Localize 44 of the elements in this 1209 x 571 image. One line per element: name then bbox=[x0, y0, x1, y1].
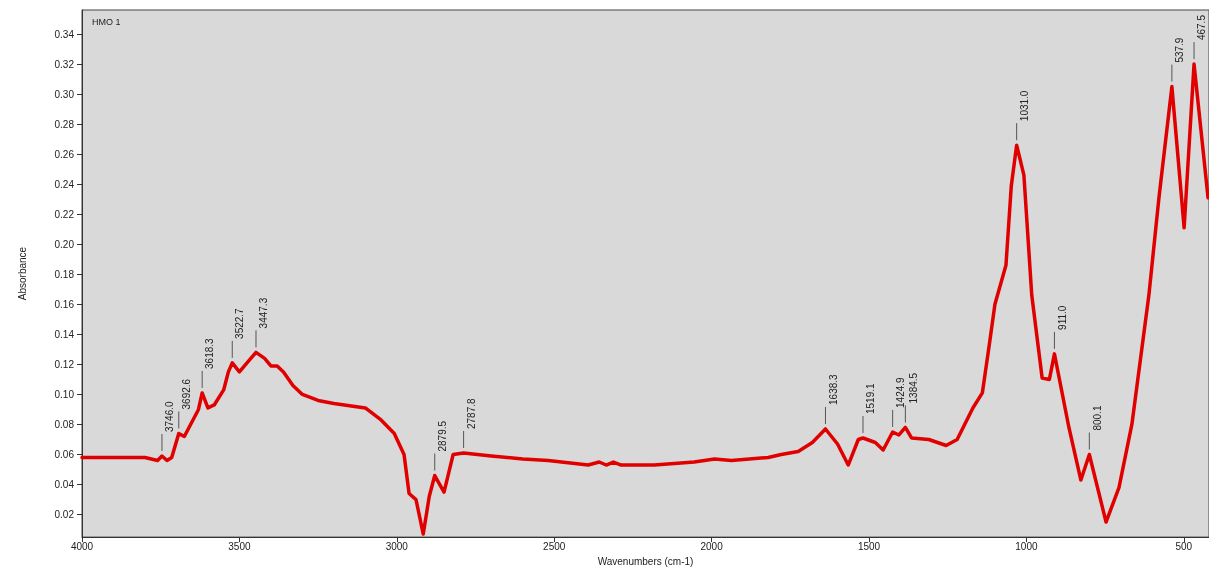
y-tick-label: 0.02 bbox=[54, 509, 75, 521]
annotation: 911.0 bbox=[1056, 305, 1068, 330]
annotation: 537.9 bbox=[1174, 37, 1186, 63]
x-tick-label: 4000 bbox=[70, 540, 94, 552]
annotation: 3746.0 bbox=[164, 400, 176, 433]
annotation: 2787.8 bbox=[465, 397, 477, 429]
text: HMO 1 bbox=[92, 16, 121, 27]
y-tick-label: 0.34 bbox=[54, 28, 75, 40]
x-tick-label: 1000 bbox=[1015, 540, 1038, 552]
y-tick-label: 0.22 bbox=[54, 208, 75, 220]
annotation: 800.1 bbox=[1091, 405, 1103, 431]
y-tick-label: 0.30 bbox=[54, 88, 75, 100]
x-tick-label: 3000 bbox=[385, 540, 409, 552]
y-tick-label: 0.12 bbox=[54, 358, 75, 370]
annotation: 1384.5 bbox=[907, 372, 919, 404]
y-tick-label: 0.26 bbox=[54, 148, 75, 160]
y-tick-label: 0.18 bbox=[54, 268, 75, 280]
y-tick-label: 0.08 bbox=[54, 418, 75, 430]
x-tick-label: 2000 bbox=[700, 540, 724, 552]
annotation: 467.5 bbox=[1196, 14, 1208, 41]
x-tick-label: 500 bbox=[1175, 540, 1193, 552]
y-tick-label: 0.28 bbox=[54, 118, 75, 130]
annotation: 2879.5 bbox=[436, 420, 448, 452]
x-tick-label: 1500 bbox=[857, 540, 881, 552]
y-tick-label: 0.14 bbox=[54, 328, 75, 340]
annotation: 3692.6 bbox=[180, 378, 192, 410]
y-tick-label: 0.16 bbox=[54, 298, 75, 310]
y-tick-label: 0.32 bbox=[54, 58, 75, 70]
annotation: 3618.3 bbox=[204, 337, 216, 369]
annotation: 1519.1 bbox=[865, 382, 877, 414]
x-tick-label: 3500 bbox=[228, 540, 251, 552]
annotation: 1424.9 bbox=[894, 376, 906, 408]
y-tick-label: 0.20 bbox=[54, 238, 75, 250]
annotation: 3447.3 bbox=[258, 297, 270, 329]
y-tick-label: 0.04 bbox=[54, 479, 75, 491]
y-tick-label: 0.06 bbox=[54, 449, 75, 461]
x-axis-title: Wavenumbers (cm-1) bbox=[597, 555, 694, 567]
annotation: 1638.3 bbox=[827, 373, 839, 405]
y-tick-label: 0.10 bbox=[54, 388, 75, 400]
annotation: 1031.0 bbox=[1018, 90, 1030, 122]
annotation: 3522.7 bbox=[234, 307, 246, 339]
x-tick-label: 2500 bbox=[543, 540, 566, 552]
y-axis-title: Absorbance bbox=[16, 246, 28, 301]
y-tick-label: 0.24 bbox=[54, 178, 75, 190]
